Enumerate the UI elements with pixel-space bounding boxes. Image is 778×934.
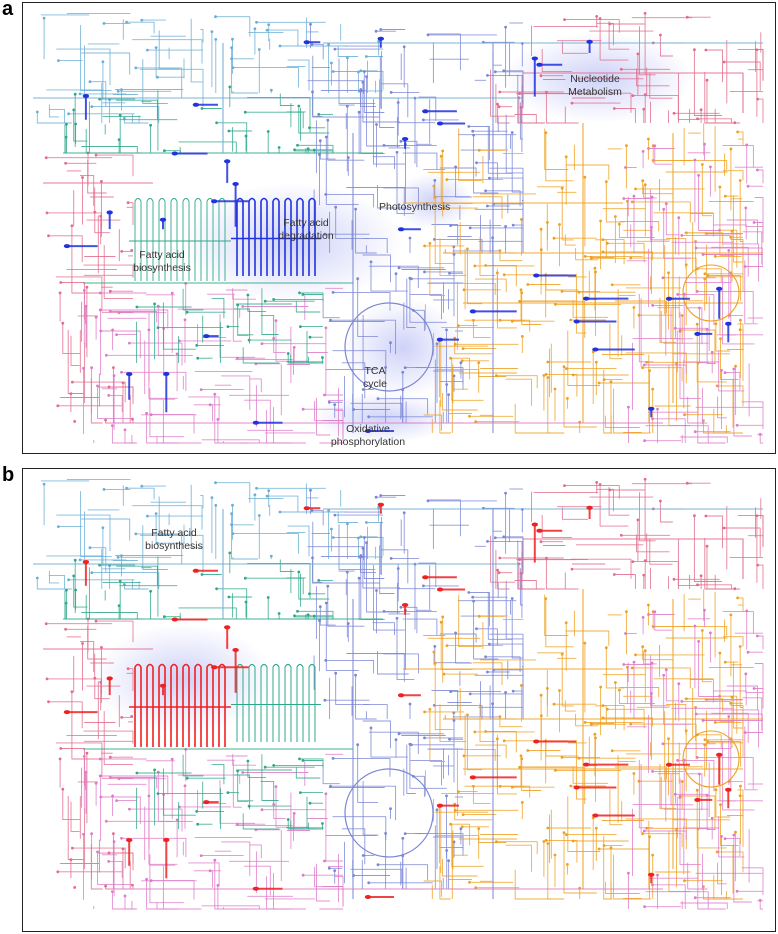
label-fatty-acid-biosynthesis: Fatty acid biosynthesis	[145, 527, 203, 552]
label-oxidative-phosphorylation: Oxidative phosphorylation	[330, 423, 406, 448]
panel-b-metabolic-map: Fatty acid biosynthesis	[22, 468, 776, 932]
label-nucleotide-metabolism: Nucleotide Metabolism	[568, 73, 622, 98]
panel-a-metabolic-map: Nucleotide Metabolism Photosynthesis Fat…	[22, 2, 776, 454]
label-fatty-acid-biosynthesis: Fatty acid biosynthesis	[133, 249, 191, 274]
label-tca-cycle: TCA cycle	[363, 365, 387, 390]
panel-b-letter: b	[2, 464, 15, 486]
label-fatty-acid-degradation: Fatty acid degradation	[278, 217, 334, 242]
panel-a-letter: a	[2, 0, 14, 20]
panel-a-network	[33, 11, 764, 444]
label-photosynthesis: Photosynthesis	[379, 201, 451, 213]
panel-b-network	[33, 477, 764, 910]
